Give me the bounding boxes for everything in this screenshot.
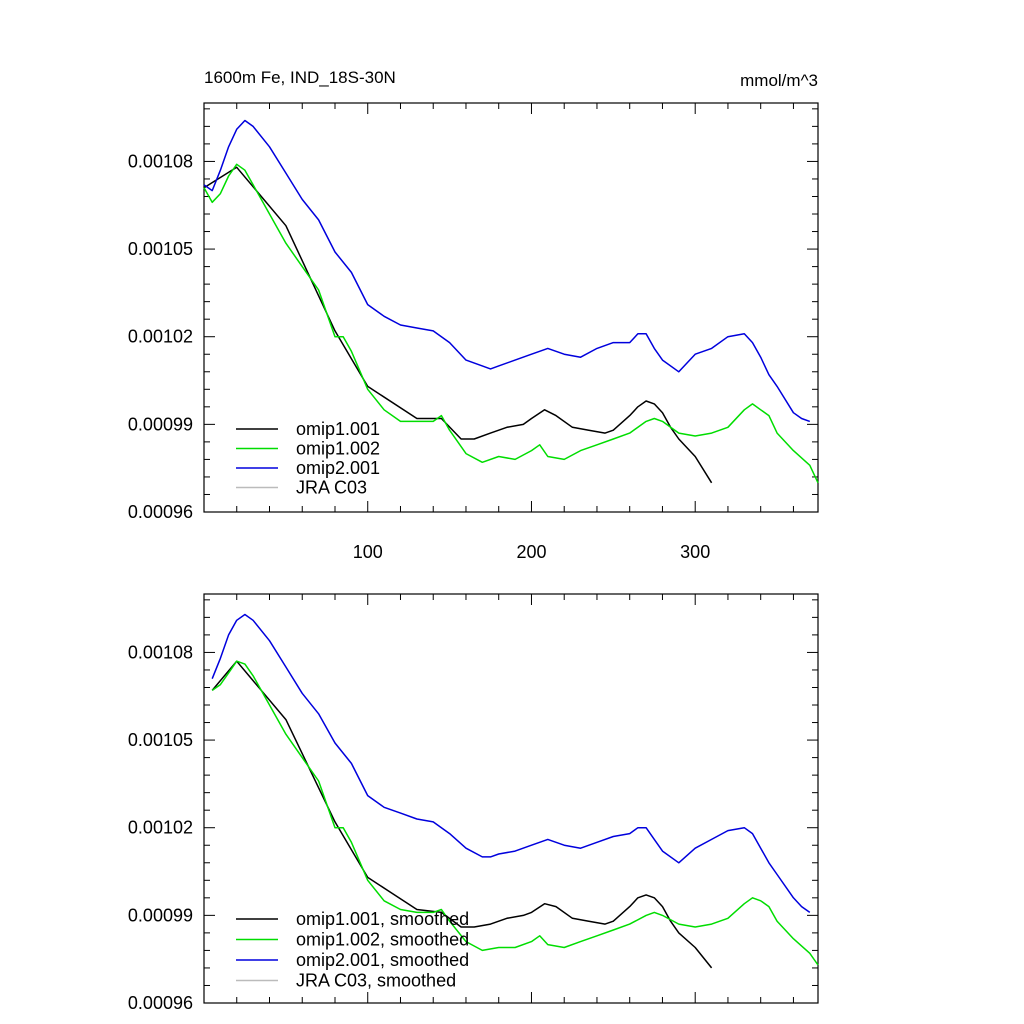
y-tick-label: 0.00108	[128, 151, 193, 171]
legend-label: omip2.001	[296, 458, 380, 478]
y-tick-label: 0.00105	[128, 730, 193, 750]
legend-label: omip1.001	[296, 419, 380, 439]
series-line-omip1-002	[203, 163, 819, 484]
x-tick-label: 200	[516, 542, 546, 562]
series-line-omip2-001	[203, 119, 811, 423]
legend-label: JRA C03	[296, 478, 367, 498]
panel-2: 0.00096 0.00099 0.00102 0.00105 0.00108 omip1…	[128, 593, 819, 1013]
legend-label: JRA C03, smoothed	[296, 971, 456, 991]
units-label: mmol/m^3	[740, 71, 818, 90]
x-tick-label: 100	[353, 542, 383, 562]
y-tick-label: 0.00105	[128, 239, 193, 259]
y-tick-label: 0.00108	[128, 642, 193, 662]
legend-label: omip2.001, smoothed	[296, 950, 469, 970]
legend-label: omip1.002, smoothed	[296, 930, 469, 950]
y-tick-label: 0.00099	[128, 905, 193, 925]
y-tick-label: 0.00096	[128, 993, 193, 1013]
y-tick-label: 0.00102	[128, 327, 193, 347]
panel-1: 0.00096 0.00099 0.00102 0.00105 0.00108 100 20…	[128, 102, 819, 562]
x-tick-label: 300	[680, 542, 710, 562]
y-tick-label: 0.00102	[128, 818, 193, 838]
y-tick-label: 0.00099	[128, 414, 193, 434]
plot-frame	[203, 593, 819, 1004]
plot-frame	[203, 102, 819, 513]
series-line-omip2-001-smoothed	[211, 613, 811, 914]
legend-label: omip1.002	[296, 439, 380, 459]
y-tick-label: 0.00096	[128, 502, 193, 522]
series-line-omip1-002-smoothed	[211, 660, 819, 966]
legend-label: omip1.001, smoothed	[296, 909, 469, 929]
chart-title: 1600m Fe, IND_18S-30N	[204, 68, 396, 87]
series-line-omip1-001-smoothed	[211, 660, 713, 969]
series-line-omip1-001	[203, 166, 713, 484]
